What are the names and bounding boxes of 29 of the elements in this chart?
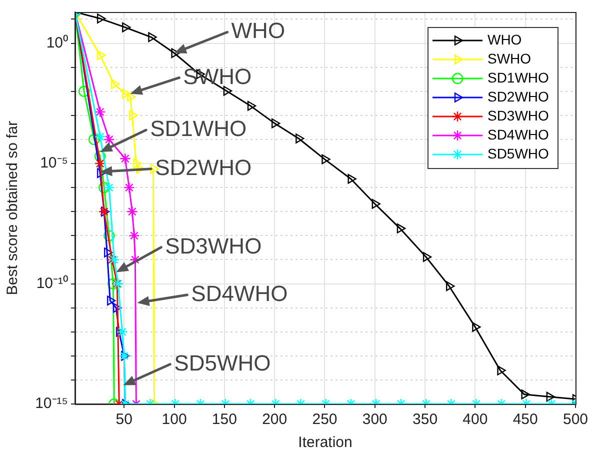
x-tick-label: 450 bbox=[512, 411, 538, 428]
legend-label: SD5WHO bbox=[487, 145, 550, 162]
legend-label: SD1WHO bbox=[487, 69, 550, 86]
y-tick-label: 10⁻⁵ bbox=[40, 154, 68, 172]
annotation: SD3WHO bbox=[165, 233, 262, 258]
annotation: SD4WHO bbox=[191, 280, 288, 306]
legend-label: WHO bbox=[487, 31, 522, 48]
legend-label: SD2WHO bbox=[487, 88, 550, 104]
annotation: WHO bbox=[231, 18, 286, 44]
x-tick-label: 100 bbox=[162, 411, 187, 428]
y-tick-label: 10⁰ bbox=[46, 34, 68, 52]
annotation: SD1WHO bbox=[150, 116, 247, 142]
x-tick-label: 350 bbox=[412, 411, 438, 428]
annotation: SD2WHO bbox=[155, 154, 252, 180]
x-axis-title: Iteration bbox=[298, 434, 352, 452]
y-axis-title: Best score obtained so far bbox=[4, 120, 22, 296]
annotation: SD5WHO bbox=[174, 350, 271, 376]
x-tick-label: 150 bbox=[212, 411, 237, 428]
legend-label: SD4WHO bbox=[487, 126, 550, 142]
x-tick-label: 50 bbox=[116, 411, 132, 428]
x-tick-label: 250 bbox=[312, 411, 338, 428]
x-tick-label: 500 bbox=[562, 411, 588, 428]
legend-label: SD3WHO bbox=[487, 107, 550, 124]
x-tick-label: 200 bbox=[262, 411, 288, 428]
legend-label: SWHO bbox=[487, 50, 532, 66]
y-tick-label: 10⁻¹⁰ bbox=[36, 274, 68, 292]
y-tick-label: 10⁻¹⁵ bbox=[35, 395, 68, 412]
x-tick-label: 300 bbox=[362, 411, 388, 428]
x-tick-label: 400 bbox=[462, 411, 488, 428]
